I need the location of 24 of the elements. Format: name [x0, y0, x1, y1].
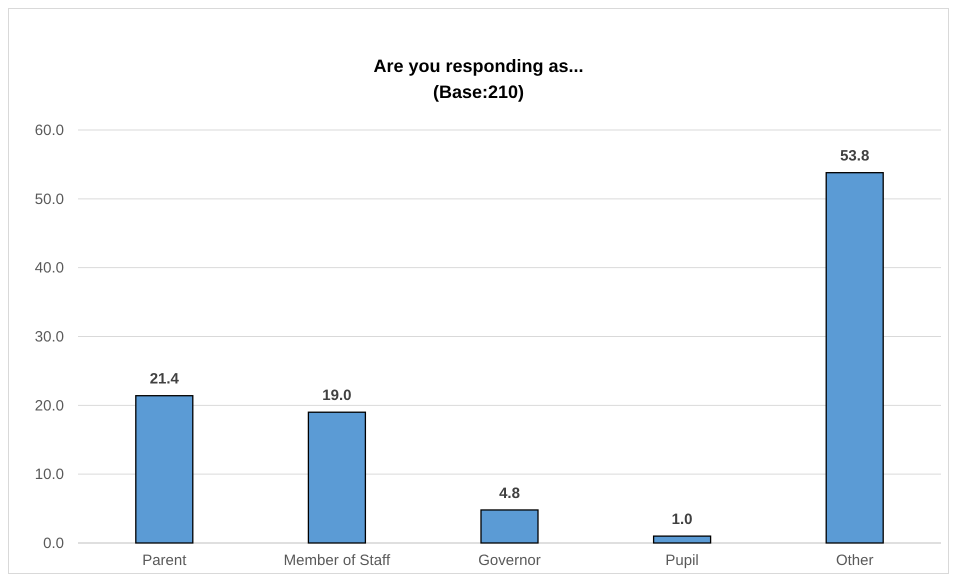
x-tick-label: Member of Staff [284, 552, 391, 569]
y-tick-label: 10.0 [34, 466, 64, 484]
bar [826, 172, 884, 544]
y-tick-label: 20.0 [34, 397, 64, 414]
data-label: 21.4 [150, 370, 180, 388]
x-tick-label: Parent [142, 552, 188, 569]
y-tick-label: 60.0 [34, 122, 64, 139]
y-tick-label: 50.0 [34, 190, 64, 208]
bar [135, 395, 194, 544]
chart-subtitle: (Base:210) [432, 82, 524, 102]
chart-title: Are you responding as... [373, 56, 584, 76]
data-label: 19.0 [322, 387, 352, 404]
data-label: 4.8 [499, 484, 520, 502]
y-tick-label: 40.0 [34, 260, 64, 277]
y-tick-label: 30.0 [34, 328, 64, 346]
bar [480, 509, 539, 544]
y-tick-label: 0.0 [43, 535, 64, 552]
bar [308, 412, 366, 544]
data-label: 53.8 [840, 148, 870, 165]
data-label: 1.0 [672, 511, 693, 528]
bar [652, 535, 712, 544]
x-tick-label: Other [836, 552, 874, 569]
x-tick-label: Pupil [665, 552, 699, 569]
x-tick-label: Governor [478, 552, 541, 569]
